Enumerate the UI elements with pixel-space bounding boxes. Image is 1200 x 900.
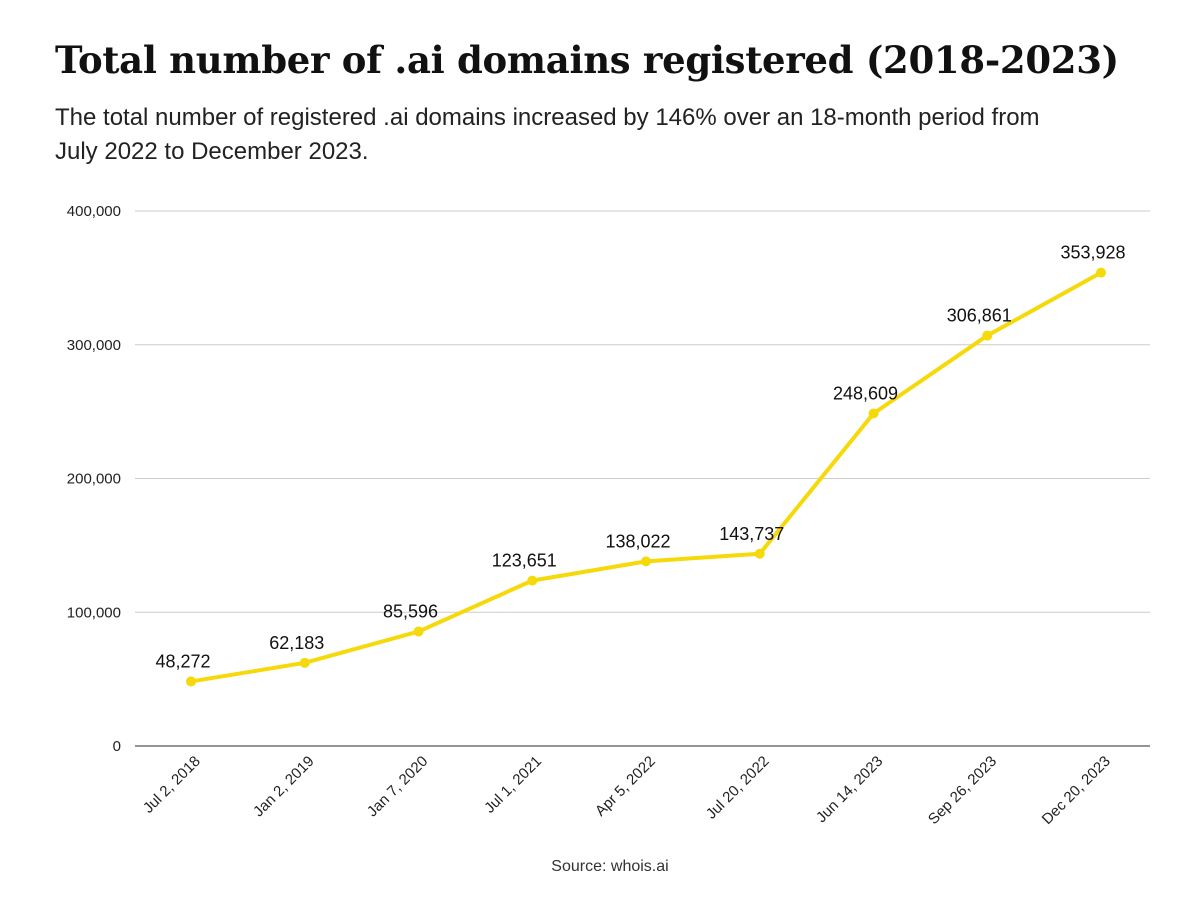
y-axis-tick-labels: 0 100,000 200,000 300,000 400,000 <box>67 203 121 755</box>
data-point <box>299 657 310 668</box>
data-point <box>413 626 424 637</box>
data-label: 85,596 <box>383 602 438 622</box>
y-tick-label: 300,000 <box>67 337 121 354</box>
data-label: 143,737 <box>719 524 784 544</box>
data-label: 138,022 <box>605 531 670 551</box>
data-points <box>186 267 1106 687</box>
data-label: 306,861 <box>947 306 1012 326</box>
data-point <box>186 676 196 687</box>
data-point <box>1096 267 1106 278</box>
grid-lines <box>135 210 1150 747</box>
x-tick-label: Jul 2, 2018 <box>140 753 204 817</box>
data-label: 248,609 <box>833 383 898 403</box>
y-tick-label: 100,000 <box>67 604 121 621</box>
x-tick-label: Jan 7, 2020 <box>364 753 431 820</box>
data-label: 123,651 <box>492 551 557 571</box>
source-note: Source: whois.ai <box>551 858 669 875</box>
data-point <box>868 408 879 419</box>
y-tick-label: 200,000 <box>67 471 121 488</box>
x-tick-label: Dec 20, 2023 <box>1039 753 1114 828</box>
x-tick-label: Sep 26, 2023 <box>925 753 1000 828</box>
x-tick-label: Jan 2, 2019 <box>250 753 317 820</box>
chart-subtitle: The total number of registered .ai domai… <box>55 104 1040 165</box>
data-point <box>754 548 765 559</box>
data-label: 62,183 <box>269 633 324 653</box>
data-labels: 48,272 62,183 85,596 123,651 138,022 143,737 2… <box>155 243 1125 672</box>
data-point <box>641 556 651 567</box>
x-tick-label: Jul 20, 2022 <box>703 753 773 823</box>
data-point <box>982 330 993 341</box>
series-line-layer <box>189 270 1103 684</box>
data-label: 48,272 <box>155 651 210 671</box>
y-tick-label: 0 <box>113 738 121 755</box>
series-line <box>189 270 1103 684</box>
x-tick-label: Apr 5, 2022 <box>592 753 659 820</box>
x-tick-label: Jul 1, 2021 <box>481 753 545 817</box>
x-axis-tick-labels: Jul 2, 2018 Jan 2, 2019 Jan 7, 2020 Jul 1, … <box>140 753 1114 828</box>
data-point <box>527 575 538 586</box>
data-label: 353,928 <box>1060 243 1125 263</box>
x-tick-label: Jun 14, 2023 <box>813 753 886 826</box>
y-tick-label: 400,000 <box>67 203 121 220</box>
chart-title: Total number of .ai domains registered (… <box>55 38 1119 82</box>
